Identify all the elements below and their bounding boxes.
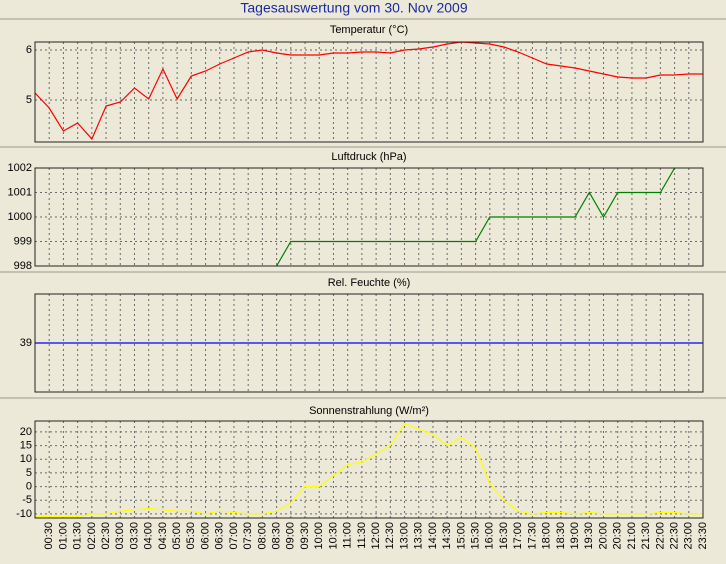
y-tick-label: -5	[22, 494, 32, 506]
x-tick-label: 01:30	[72, 522, 84, 550]
chart-title: Temperatur (°C)	[330, 24, 408, 36]
plot-border	[34, 167, 704, 267]
plot-border	[34, 41, 704, 143]
page-title: Tagesauswertung vom 30. Nov 2009	[240, 0, 467, 16]
y-tick-label: 5	[26, 94, 32, 106]
y-tick-label: 15	[20, 439, 32, 451]
x-tick-label: 08:00	[256, 522, 268, 550]
y-tick-label: 998	[14, 260, 32, 272]
x-tick-label: 23:30	[697, 522, 709, 550]
y-tick-label: 1002	[8, 162, 32, 174]
x-tick-label: 13:00	[398, 522, 410, 550]
data-line	[34, 41, 703, 141]
plot-border	[34, 420, 704, 519]
y-tick-label: 39	[20, 337, 32, 349]
y-tick-label: 20	[20, 426, 32, 438]
x-tick-label: 11:00	[342, 522, 354, 549]
data-line	[276, 167, 676, 267]
x-tick-label: 06:30	[214, 522, 226, 550]
x-tick-label: 03:00	[114, 522, 126, 550]
x-tick-label: 23:00	[683, 522, 695, 550]
x-tick-label: 15:00	[455, 522, 467, 550]
x-tick-label: 13:30	[413, 522, 425, 550]
y-tick-label: 999	[14, 235, 32, 247]
plot-area	[35, 421, 703, 518]
x-tick-label: 01:00	[57, 522, 69, 550]
x-tick-label: 22:30	[668, 522, 680, 550]
x-tick-label: 15:30	[470, 522, 482, 550]
x-tick-label: 04:30	[157, 522, 169, 550]
x-tick-label: 11:30	[356, 522, 368, 549]
x-tick-label: 05:00	[171, 522, 183, 550]
x-tick-label: 17:00	[512, 522, 524, 550]
x-tick-label: 07:00	[228, 522, 240, 550]
y-tick-label: 1000	[8, 211, 32, 223]
x-tick-label: 21:30	[640, 522, 652, 550]
plot-area	[35, 42, 703, 142]
x-tick-label: 06:00	[199, 522, 211, 550]
y-tick-label: -10	[16, 508, 32, 520]
x-tick-label: 04:00	[143, 522, 155, 550]
y-tick-label: 5	[26, 467, 32, 479]
x-tick-label: 19:30	[583, 522, 595, 550]
chart-title: Rel. Feuchte (%)	[328, 277, 411, 289]
x-tick-label: 10:30	[327, 522, 339, 550]
x-tick-label: 16:00	[484, 522, 496, 550]
x-tick-label: 00:30	[43, 522, 55, 550]
x-tick-label: 20:30	[612, 522, 624, 550]
x-tick-label: 21:00	[626, 522, 638, 550]
y-tick-label: 6	[26, 44, 32, 56]
x-tick-label: 02:30	[100, 522, 112, 550]
x-tick-label: 18:30	[555, 522, 567, 550]
x-tick-label: 19:00	[569, 522, 581, 550]
x-tick-label: 09:00	[285, 522, 297, 550]
plot-border	[34, 293, 704, 393]
chart-title: Luftdruck (hPa)	[331, 151, 406, 163]
x-tick-label: 10:00	[313, 522, 325, 550]
x-tick-label: 03:30	[128, 522, 140, 550]
x-tick-label: 02:00	[86, 522, 98, 550]
x-tick-label: 22:00	[654, 522, 666, 550]
x-tick-label: 12:00	[370, 522, 382, 550]
x-tick-label: 18:00	[541, 522, 553, 550]
x-tick-label: 12:30	[384, 522, 396, 550]
x-tick-label: 14:30	[441, 522, 453, 550]
chart-title: Sonnenstrahlung (W/m²)	[309, 405, 429, 417]
data-line	[35, 422, 703, 518]
x-tick-label: 14:00	[427, 522, 439, 550]
y-tick-label: 10	[20, 453, 32, 465]
x-tick-label: 09:30	[299, 522, 311, 550]
x-tick-label: 20:00	[597, 522, 609, 550]
y-tick-label: 1001	[8, 186, 32, 198]
x-tick-label: 17:30	[526, 522, 538, 550]
x-tick-label: 05:30	[185, 522, 197, 550]
x-tick-label: 16:30	[498, 522, 510, 550]
x-tick-label: 08:30	[271, 522, 283, 550]
x-tick-label: 07:30	[242, 522, 254, 550]
y-tick-label: 0	[26, 480, 32, 492]
